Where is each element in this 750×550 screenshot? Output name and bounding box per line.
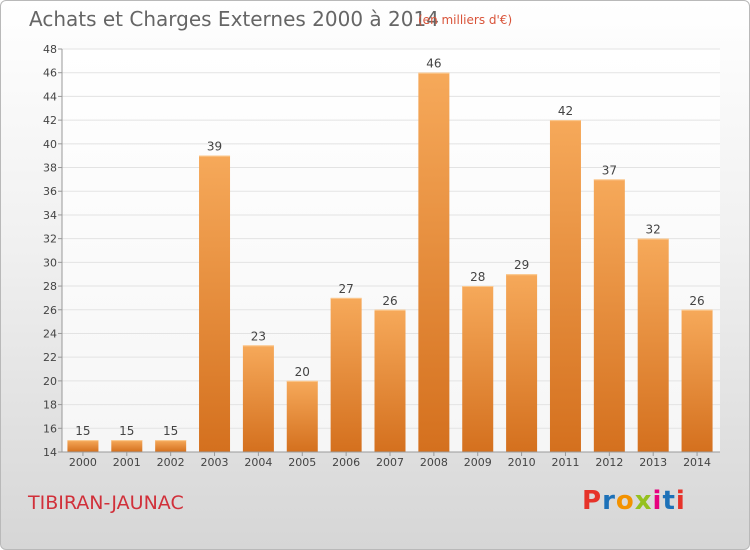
x-tick-label: 2012: [595, 456, 623, 469]
y-tick-label: 34: [43, 209, 57, 222]
data-label: 37: [602, 163, 617, 177]
bar: [111, 440, 143, 452]
data-label: 46: [426, 57, 441, 71]
data-label: 15: [163, 424, 178, 438]
data-label: 29: [514, 258, 529, 272]
y-tick-label: 14: [43, 446, 57, 459]
data-label: 20: [295, 365, 310, 379]
y-tick-label: 22: [43, 351, 57, 364]
x-tick-label: 2014: [683, 456, 711, 469]
x-tick-label: 2010: [508, 456, 536, 469]
logo-letter: i: [652, 486, 663, 516]
y-tick-label: 32: [43, 233, 57, 246]
bar: [418, 72, 450, 453]
chart-subtitle: (en milliers d'€): [418, 13, 513, 27]
y-tick-label: 36: [43, 185, 57, 198]
bar: [637, 238, 669, 452]
x-tick-label: 2006: [332, 456, 360, 469]
bar: [506, 274, 538, 452]
data-label: 15: [75, 424, 90, 438]
data-label: 27: [338, 282, 353, 296]
data-label: 39: [207, 140, 222, 154]
bar: [462, 286, 494, 452]
data-label: 15: [119, 424, 134, 438]
bar: [681, 309, 713, 452]
x-tick-label: 2013: [639, 456, 667, 469]
y-tick-label: 30: [43, 256, 57, 269]
axes: [58, 48, 720, 456]
labels: 14 16 18 20 22 24 26 28 30 32 34 36 38 40 42 44 46 48 15 20…: [43, 43, 711, 469]
x-tick-label: 2004: [244, 456, 272, 469]
x-tick-label: 2008: [420, 456, 448, 469]
data-label: 42: [558, 104, 573, 118]
bar: [242, 345, 274, 452]
y-tick-label: 46: [43, 67, 57, 80]
data-label: 26: [382, 294, 397, 308]
y-tick-label: 18: [43, 399, 57, 412]
y-tick-label: 26: [43, 304, 57, 317]
logo-letter: o: [615, 486, 635, 516]
bars: [67, 72, 713, 453]
bar: [549, 120, 581, 452]
bar: [593, 179, 625, 452]
logo-letter: i: [675, 486, 686, 516]
x-tick-label: 2000: [69, 456, 97, 469]
bar: [374, 309, 406, 452]
x-tick-label: 2009: [464, 456, 492, 469]
chart-title: Achats et Charges Externes 2000 à 2014: [29, 7, 439, 31]
y-tick-label: 20: [43, 375, 57, 388]
x-tick-label: 2007: [376, 456, 404, 469]
x-tick-label: 2003: [201, 456, 229, 469]
x-tick-label: 2005: [288, 456, 316, 469]
y-tick-label: 24: [43, 327, 57, 340]
y-tick-label: 28: [43, 280, 57, 293]
bar: [155, 440, 187, 452]
bar: [67, 440, 99, 452]
y-tick-label: 38: [43, 162, 57, 175]
y-tick-label: 42: [43, 114, 57, 127]
y-tick-label: 40: [43, 138, 57, 151]
data-label: 32: [646, 223, 661, 237]
logo-letter: r: [602, 486, 616, 516]
data-label: 28: [470, 270, 485, 284]
bar: [330, 297, 362, 452]
y-tick-label: 16: [43, 422, 57, 435]
x-tick-label: 2001: [113, 456, 141, 469]
commune-name: TIBIRAN-JAUNAC: [28, 492, 184, 514]
x-tick-label: 2002: [157, 456, 185, 469]
logo-letter: t: [662, 486, 676, 516]
data-label: 26: [689, 294, 704, 308]
logo-letter: P: [582, 486, 603, 516]
logo-letter: x: [634, 486, 653, 516]
bar: [199, 155, 231, 453]
y-tick-label: 44: [43, 90, 57, 103]
bar: [286, 380, 318, 452]
x-tick-label: 2011: [551, 456, 579, 469]
y-tick-label: 48: [43, 43, 57, 56]
data-label: 23: [251, 329, 266, 343]
proxiti-logo: Proxiti: [582, 486, 686, 516]
